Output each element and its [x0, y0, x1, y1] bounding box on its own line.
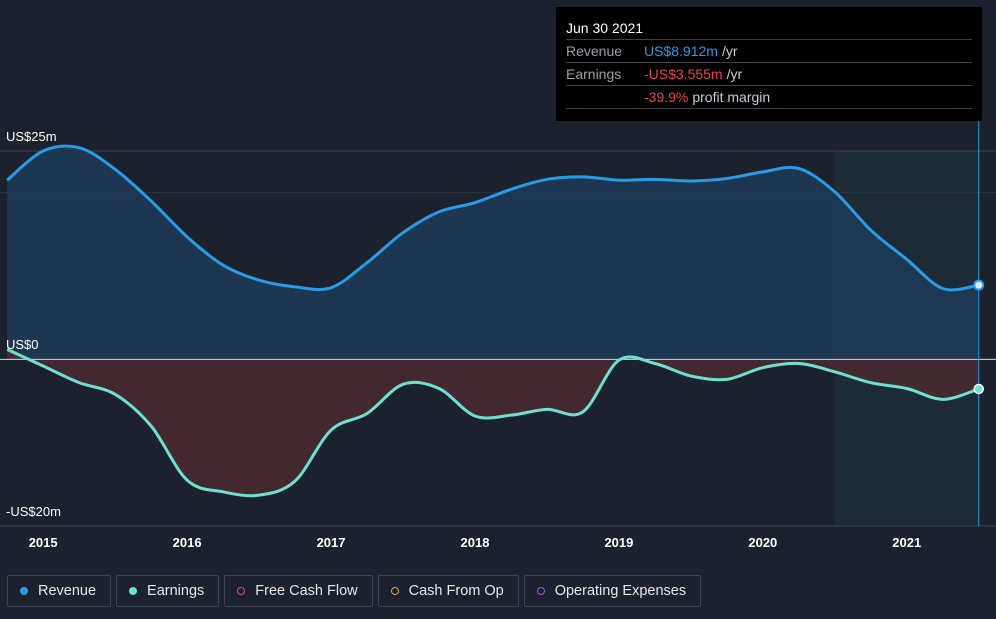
y-tick-label-top: US$25m [6, 129, 57, 144]
x-tick-label: 2015 [29, 535, 58, 550]
tooltip-earnings-unit: /yr [726, 66, 743, 82]
tooltip-revenue-row: Revenue US$8.912m /yr [566, 39, 972, 62]
x-tick-label: 2020 [748, 535, 777, 550]
revenue-line [6, 144, 979, 292]
legend-cash-from-op-toggle[interactable]: Cash From Op [377, 575, 519, 607]
tooltip-margin-spacer [566, 86, 644, 108]
revenue-current-point[interactable] [973, 279, 985, 291]
x-tick-label: 2018 [461, 535, 490, 550]
tooltip-margin-label: profit margin [692, 89, 771, 105]
legend-earnings-label: Earnings [147, 583, 205, 599]
earnings-line [6, 347, 980, 498]
legend-revenue-toggle[interactable]: Revenue [7, 575, 112, 607]
legend-operating-expenses-label: Operating Expenses [554, 583, 687, 599]
earnings-dot-icon [129, 587, 138, 595]
x-tick-label: 2021 [892, 535, 921, 550]
tooltip-revenue-value: US$8.912m [644, 43, 718, 59]
legend-earnings-toggle[interactable]: Earnings [116, 575, 220, 607]
legend-operating-expenses-toggle[interactable]: Operating Expenses [523, 575, 702, 607]
earnings-area [7, 349, 979, 496]
legend-free-cash-flow-toggle[interactable]: Free Cash Flow [224, 575, 373, 607]
legend-cash-from-op-label: Cash From Op [408, 583, 504, 599]
x-tick-label: 2019 [604, 535, 633, 550]
revenue-area [7, 145, 979, 360]
tooltip-revenue-label: Revenue [566, 43, 623, 59]
free-cash-flow-dot-icon [237, 587, 246, 595]
legend-free-cash-flow-label: Free Cash Flow [255, 583, 358, 599]
y-tick-label-bottom: -US$20m [6, 504, 61, 519]
tooltip-margin-value: -39.9% [644, 89, 689, 105]
revenue-dot-icon [20, 587, 28, 595]
tooltip-earnings-value: -US$3.555m [644, 66, 723, 82]
earnings-current-point[interactable] [973, 383, 984, 395]
x-tick-label: 2016 [173, 535, 202, 550]
tooltip-date: Jun 30 2021 [566, 20, 644, 36]
tooltip-revenue-unit: /yr [721, 43, 738, 59]
x-tick-label: 2017 [317, 535, 346, 550]
legend-revenue-label: Revenue [38, 583, 97, 599]
tooltip-earnings-row: Earnings -US$3.555m /yr [566, 62, 972, 85]
tooltip-margin-row: -39.9% profit margin [566, 85, 972, 109]
operating-expenses-dot-icon [536, 587, 545, 595]
legend: Revenue Earnings Free Cash Flow Cash Fro… [7, 575, 702, 609]
tooltip-earnings-label: Earnings [566, 66, 622, 82]
tooltip: Jun 30 2021 Revenue US$8.912m /yr Earnin… [556, 7, 982, 121]
cash-from-op-dot-icon [390, 587, 399, 595]
y-tick-label-zero: US$0 [6, 337, 39, 352]
